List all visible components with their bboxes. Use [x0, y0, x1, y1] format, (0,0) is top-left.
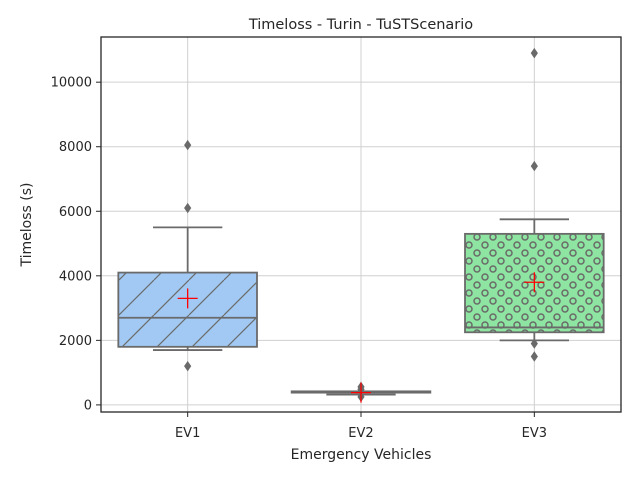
outlier-point [184, 202, 192, 214]
y-tick-label: 2000 [59, 334, 92, 349]
y-tick-label: 0 [84, 398, 92, 413]
box-ev3 [464, 47, 605, 362]
y-tick-label: 10000 [51, 76, 92, 91]
outlier-point [530, 160, 538, 172]
box-hatch [118, 272, 257, 347]
grid-layer [101, 37, 621, 412]
y-tick-label: 4000 [59, 269, 92, 284]
outlier-point [530, 338, 538, 349]
x-tick-label: EV1 [175, 426, 200, 441]
y-tick-label: 8000 [59, 140, 92, 155]
outlier-point [530, 47, 538, 59]
x-tick-label: EV3 [522, 426, 547, 441]
outlier-point [184, 360, 192, 372]
box-outline [464, 232, 605, 334]
x-tick-label: EV2 [348, 426, 373, 441]
x-axis-label: Emergency Vehicles [291, 447, 432, 463]
ticks-layer: 0 2000 4000 6000 8000 10000 EV1 EV2 EV3 [51, 76, 547, 441]
boxes-layer [117, 47, 605, 403]
y-axis-label: Timeloss (s) [19, 183, 35, 268]
box-ev1 [117, 139, 258, 372]
outlier-point [184, 139, 192, 151]
box-ev2 [290, 381, 432, 403]
chart-title: Timeloss - Turin - TuSTScenario [248, 17, 473, 33]
box-outline [117, 271, 258, 348]
outlier-point [530, 351, 538, 362]
y-tick-label: 6000 [59, 205, 92, 220]
